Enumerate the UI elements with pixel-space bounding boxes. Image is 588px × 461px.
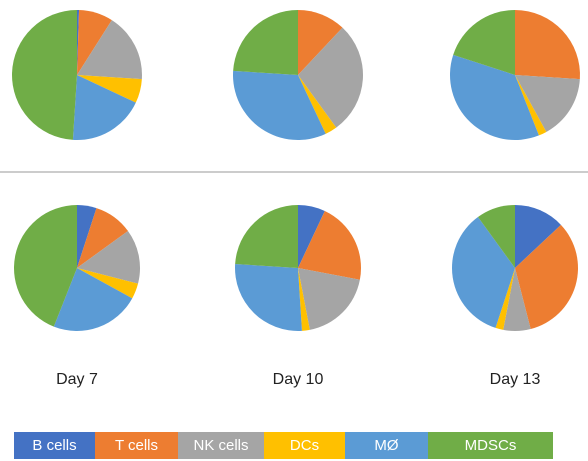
pie-slice bbox=[477, 205, 515, 268]
pie-slice bbox=[235, 205, 298, 268]
legend-swatch bbox=[264, 432, 345, 459]
pie-slice bbox=[232, 70, 326, 140]
pie-slice bbox=[77, 230, 140, 284]
pie-slice bbox=[77, 10, 80, 75]
pie-slice bbox=[515, 205, 561, 268]
legend-swatch bbox=[95, 432, 178, 459]
pie-slice bbox=[450, 54, 539, 141]
pie-slice bbox=[515, 224, 579, 330]
pie-slice bbox=[77, 20, 142, 80]
pie-slice bbox=[298, 205, 325, 268]
day-label: Day 7 bbox=[56, 371, 98, 388]
day-label: Day 10 bbox=[273, 371, 324, 388]
legend-label: MØ bbox=[374, 437, 398, 454]
legend-swatch bbox=[14, 432, 95, 459]
pie-slice bbox=[77, 208, 128, 268]
pie-slice bbox=[53, 268, 133, 332]
pie-slice bbox=[515, 75, 580, 132]
pie-slice bbox=[515, 10, 581, 80]
pie-slice bbox=[495, 268, 515, 330]
pie-slice bbox=[503, 268, 531, 331]
legend-swatch bbox=[428, 432, 553, 459]
pie-slice bbox=[298, 210, 361, 280]
pie-slice bbox=[235, 264, 302, 331]
pie-slice bbox=[298, 75, 337, 134]
legend-swatch bbox=[178, 432, 264, 459]
pie-slice bbox=[12, 10, 77, 140]
pie-slice bbox=[298, 268, 360, 330]
legend-label: DCs bbox=[290, 437, 319, 454]
pie-slice bbox=[77, 205, 97, 268]
pie-slice bbox=[233, 10, 298, 75]
pie-slice bbox=[298, 268, 310, 331]
pie-slice bbox=[515, 75, 547, 136]
legend-label: T cells bbox=[115, 437, 158, 454]
pie-slice bbox=[452, 217, 515, 328]
pie-slice bbox=[72, 75, 136, 140]
legend-swatch bbox=[345, 432, 428, 459]
pie-slice bbox=[298, 10, 343, 75]
day-label: Day 13 bbox=[490, 371, 541, 388]
legend-label: B cells bbox=[32, 437, 76, 454]
legend-label: MDSCs bbox=[465, 437, 517, 454]
pie-slice bbox=[77, 10, 112, 75]
pie-slice bbox=[77, 268, 139, 299]
pie-slice bbox=[77, 75, 142, 103]
pie-slice bbox=[298, 27, 364, 128]
legend-label: NK cells bbox=[193, 437, 248, 454]
pie-slice bbox=[13, 205, 77, 327]
pie-slice bbox=[453, 10, 515, 75]
